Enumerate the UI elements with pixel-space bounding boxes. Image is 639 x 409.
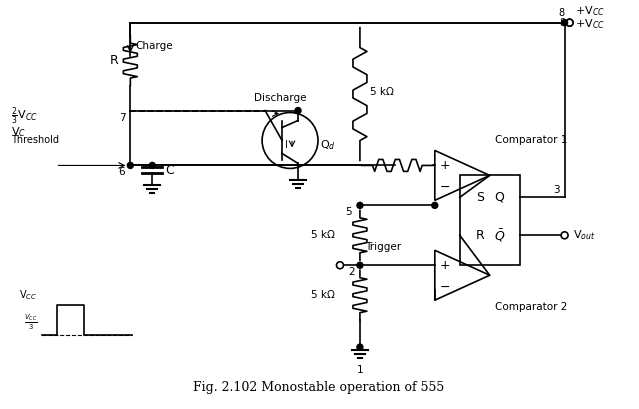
Circle shape [357,202,363,208]
Text: +V$_{CC}$: +V$_{CC}$ [574,18,604,31]
Text: 5: 5 [345,207,352,217]
Circle shape [566,19,573,26]
Circle shape [150,162,155,169]
Text: Q$_d$: Q$_d$ [320,139,336,153]
Text: 3: 3 [553,185,560,196]
Text: 5 kΩ: 5 kΩ [370,87,394,97]
Text: Threshold: Threshold [10,135,59,146]
Text: $\frac{V_{CC}}{3}$: $\frac{V_{CC}}{3}$ [24,312,38,332]
Circle shape [337,262,343,269]
Circle shape [127,162,134,169]
Text: 2: 2 [348,267,355,277]
Text: V$_C$: V$_C$ [10,126,26,139]
Circle shape [295,108,301,114]
Text: R: R [475,229,484,242]
Text: V$_{out}$: V$_{out}$ [573,228,596,242]
Circle shape [561,232,568,239]
Bar [459,175,520,265]
Text: S: S [475,191,484,204]
Text: 5 kΩ: 5 kΩ [311,290,335,300]
Text: 8: 8 [560,18,566,28]
Circle shape [357,262,363,268]
Text: I: I [285,140,288,151]
Text: Comparator 2: Comparator 2 [495,302,567,312]
Text: +: + [440,159,450,172]
Circle shape [432,202,438,208]
Text: +: + [440,259,450,272]
Text: Q: Q [495,191,505,204]
Text: 7: 7 [119,112,125,123]
Text: 1: 1 [357,365,363,375]
Text: R: R [110,54,118,67]
Text: 8: 8 [558,8,565,18]
Text: +V$_{CC}$: +V$_{CC}$ [574,4,604,18]
Text: Trigger: Trigger [365,242,401,252]
Text: Comparator 1: Comparator 1 [495,135,567,146]
Text: −: − [440,181,450,194]
Text: C: C [166,164,174,177]
Circle shape [357,344,363,350]
Text: Charge: Charge [135,40,173,51]
Text: −: − [440,281,450,294]
Text: Discharge: Discharge [254,92,306,103]
Text: $\frac{2}{3}$V$_{CC}$: $\frac{2}{3}$V$_{CC}$ [10,106,38,127]
Text: 6: 6 [119,167,125,178]
Text: Fig. 2.102 Monostable operation of 555: Fig. 2.102 Monostable operation of 555 [194,381,445,394]
Text: $\bar{Q}$: $\bar{Q}$ [494,227,505,244]
Circle shape [566,19,573,26]
Circle shape [562,20,567,26]
Text: V$_{CC}$: V$_{CC}$ [19,288,38,302]
Text: 5 kΩ: 5 kΩ [311,230,335,240]
